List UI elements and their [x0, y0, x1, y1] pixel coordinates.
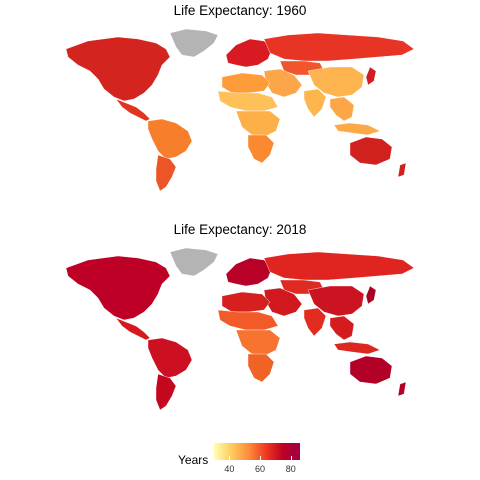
region-japan [366, 286, 376, 304]
region-south-america-south [156, 374, 176, 410]
region-russia [264, 33, 414, 61]
region-australia [350, 137, 392, 165]
region-southeast-asia [330, 97, 354, 121]
region-africa-central [236, 111, 280, 137]
region-india [304, 308, 326, 336]
region-africa-south [248, 354, 274, 382]
region-india [304, 89, 326, 117]
region-central-america [116, 99, 150, 121]
map-title-1960: Life Expectancy: 1960 [0, 3, 480, 18]
region-indonesia [334, 342, 380, 354]
legend-tick-label: 80 [286, 464, 296, 474]
region-central-america [116, 318, 150, 340]
legend-tick-label: 60 [255, 464, 265, 474]
region-new-zealand [398, 163, 406, 177]
region-south-america-north [148, 119, 192, 159]
region-africa-north [222, 292, 270, 312]
legend-tick-mark [291, 456, 292, 460]
region-africa-sahel [218, 91, 278, 111]
region-africa-sahel [218, 310, 278, 330]
region-greenland [170, 248, 218, 276]
region-europe [226, 39, 272, 67]
region-japan [366, 67, 376, 85]
region-africa-central [236, 330, 280, 356]
region-europe [226, 258, 272, 286]
region-south-america-north [148, 338, 192, 378]
region-indonesia [334, 123, 380, 135]
legend-tick-label: 40 [224, 464, 234, 474]
region-australia [350, 356, 392, 384]
region-africa-south [248, 135, 274, 163]
map-title-2018: Life Expectancy: 2018 [0, 222, 480, 237]
region-greenland [170, 29, 218, 57]
world-map-1960 [58, 27, 424, 192]
legend-title: Years [178, 453, 208, 467]
region-southeast-asia [330, 316, 354, 340]
world-map-2018 [58, 246, 424, 411]
legend-tick-mark [260, 456, 261, 460]
region-new-zealand [398, 382, 406, 396]
legend-tick-mark [229, 456, 230, 460]
region-north-america [66, 37, 170, 101]
region-russia [264, 252, 414, 280]
region-africa-north [222, 73, 270, 93]
region-north-america [66, 256, 170, 320]
legend-color-bar [214, 443, 300, 460]
region-south-america-south [156, 155, 176, 191]
